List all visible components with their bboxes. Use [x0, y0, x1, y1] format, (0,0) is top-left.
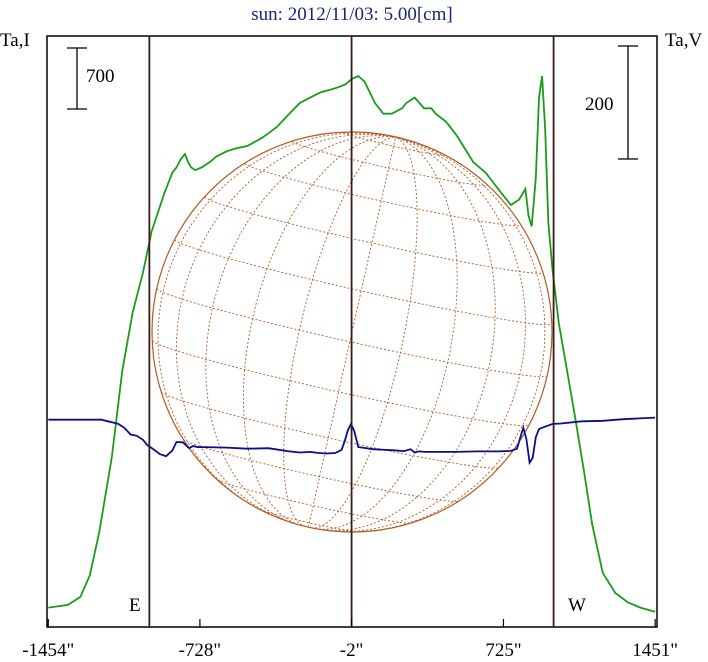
longitude-line — [307, 136, 397, 528]
scale-bars — [67, 45, 638, 160]
x-tick-label: 725" — [485, 640, 521, 661]
latitude-line — [182, 439, 460, 502]
longitude-line — [348, 136, 546, 533]
latitude-line — [151, 340, 530, 427]
latitude-line — [343, 132, 445, 156]
x-tick-label: -1454" — [22, 640, 74, 661]
longitude-line — [157, 132, 396, 515]
latitude-line — [244, 163, 522, 227]
longitude-line — [175, 133, 396, 523]
x-tick-label: -728" — [179, 640, 222, 661]
x-tick-label: 1451" — [632, 640, 678, 661]
x-ticks: -1454" -728" -2" 725" 1451" — [22, 619, 678, 661]
west-limb-label: W — [568, 595, 586, 616]
latitude-line — [260, 509, 360, 533]
chart-title: sun: 2012/11/03: 5.00[cm] — [251, 4, 452, 25]
series-layer — [48, 75, 656, 613]
east-limb-label: E — [129, 595, 141, 616]
left-scale-bar-label: 700 — [86, 66, 115, 87]
latitude-line — [291, 141, 488, 186]
longitude-line — [318, 136, 458, 530]
series-line-1 — [48, 75, 656, 613]
longitude-line — [326, 136, 526, 532]
longitude-line — [205, 135, 396, 524]
longitude-line — [283, 136, 396, 528]
longitude-line — [242, 136, 396, 525]
latitude-line — [160, 391, 500, 469]
right-axis-label: Ta,V — [665, 30, 702, 51]
longitude-line — [322, 136, 496, 531]
series-line-2 — [48, 416, 656, 466]
limb-lines — [148, 36, 555, 627]
right-scale-bar-label: 200 — [585, 94, 614, 115]
longitude-line — [310, 136, 418, 529]
latitude-line — [216, 479, 412, 524]
x-tick-label: -2" — [340, 640, 364, 661]
left-axis-label: Ta,I — [0, 30, 30, 51]
